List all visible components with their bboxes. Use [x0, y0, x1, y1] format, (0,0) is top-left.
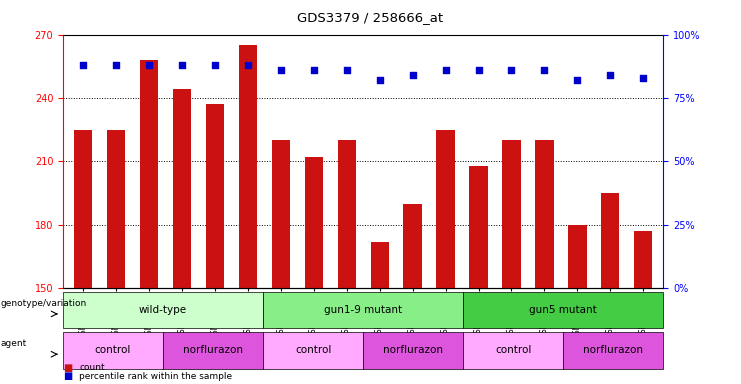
Point — [505, 67, 517, 73]
Bar — [602, 193, 619, 288]
Text: percentile rank within the sample: percentile rank within the sample — [79, 372, 233, 381]
Bar — [502, 140, 521, 288]
Bar — [436, 130, 455, 288]
Point — [242, 62, 253, 68]
Bar — [305, 157, 322, 288]
Point — [143, 62, 155, 68]
Bar — [205, 104, 224, 288]
Point — [473, 67, 485, 73]
Bar — [404, 204, 422, 288]
Bar — [568, 225, 587, 288]
Bar — [370, 242, 388, 288]
Text: GDS3379 / 258666_at: GDS3379 / 258666_at — [297, 12, 444, 25]
Bar — [107, 130, 124, 288]
Point — [637, 74, 649, 81]
Text: gun1-9 mutant: gun1-9 mutant — [324, 305, 402, 315]
Text: wild-type: wild-type — [139, 305, 187, 315]
Text: gun5 mutant: gun5 mutant — [529, 305, 597, 315]
Bar — [536, 140, 554, 288]
Point — [77, 62, 89, 68]
Text: norflurazon: norflurazon — [183, 345, 243, 356]
Point — [539, 67, 551, 73]
Text: control: control — [295, 345, 331, 356]
Point — [110, 62, 122, 68]
Text: norflurazon: norflurazon — [583, 345, 643, 356]
Bar — [338, 140, 356, 288]
Text: ■: ■ — [63, 371, 72, 381]
Bar — [139, 60, 158, 288]
Point — [308, 67, 319, 73]
Bar — [271, 140, 290, 288]
Point — [341, 67, 353, 73]
Bar — [634, 231, 653, 288]
Point — [209, 62, 221, 68]
Bar — [73, 130, 92, 288]
Text: agent: agent — [1, 339, 27, 348]
Point — [373, 77, 385, 83]
Text: control: control — [495, 345, 531, 356]
Point — [439, 67, 451, 73]
Bar — [173, 89, 190, 288]
Bar — [239, 45, 256, 288]
Point — [571, 77, 583, 83]
Bar — [470, 166, 488, 288]
Text: genotype/variation: genotype/variation — [1, 299, 87, 308]
Point — [407, 72, 419, 78]
Point — [275, 67, 287, 73]
Text: norflurazon: norflurazon — [383, 345, 443, 356]
Point — [176, 62, 187, 68]
Point — [605, 72, 617, 78]
Text: control: control — [95, 345, 131, 356]
Text: ■: ■ — [63, 363, 72, 373]
Text: count: count — [79, 363, 105, 372]
